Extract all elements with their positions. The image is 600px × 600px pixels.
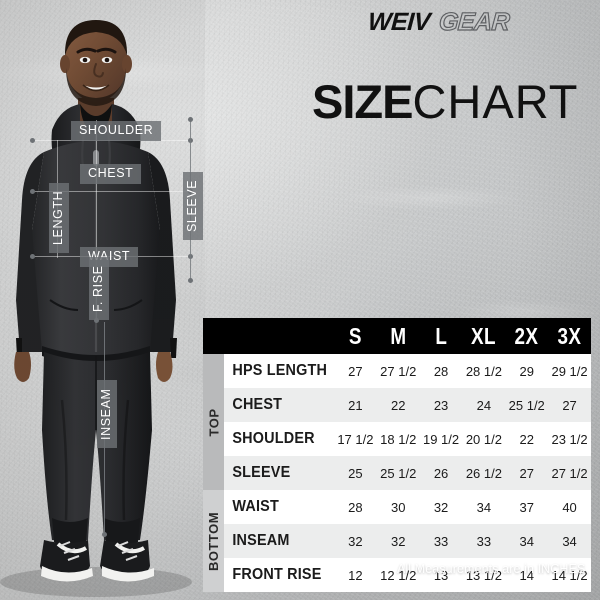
size-header-2x: 2X — [514, 322, 539, 349]
cell-chest-xl: 24 — [476, 397, 492, 413]
guide-chest-line — [32, 191, 192, 192]
cell-chest-m: 22 — [391, 397, 406, 413]
cell-waist-m: 30 — [391, 499, 406, 515]
label-chest: CHEST — [80, 164, 142, 184]
page-title-bold: SIZE — [312, 75, 413, 128]
cell-waist-2x: 37 — [519, 499, 534, 515]
table-row: WAIST 28 30 32 34 37 40 — [224, 490, 591, 524]
cell-front-rise-s: 12 — [348, 567, 363, 583]
brand-logo-gear: GEAR — [437, 7, 511, 36]
cell-chest-3x: 27 — [562, 397, 577, 413]
cell-hps-length-l: 28 — [433, 363, 449, 379]
table-row: SHOULDER 17 1/2 18 1/2 19 1/2 20 1/2 22 … — [224, 422, 591, 456]
table-body: TOP BOTTOM HPS LENGTH 27 27 1/2 28 28 1/… — [203, 354, 591, 592]
size-header-3x: 3X — [557, 322, 582, 349]
table-row: INSEAM 32 32 33 33 34 34 — [224, 524, 591, 558]
cell-sleeve-s: 25 — [348, 465, 363, 481]
cell-hps-length-s: 27 — [348, 363, 363, 379]
measurement-units-note: All Measurements are in INCHES. — [396, 562, 589, 576]
guide-waist-dot-left — [30, 254, 35, 259]
table-row: FRONT RISE 12 12 1/2 13 13 1/2 14 14 1/2 — [224, 558, 591, 592]
cell-inseam-2x: 34 — [519, 533, 534, 549]
guide-chest-dot-left — [30, 189, 35, 194]
row-label-front-rise: FRONT RISE — [232, 566, 322, 583]
page-title: SIZECHART — [312, 78, 579, 125]
row-label-shoulder: SHOULDER — [232, 430, 315, 447]
guide-shoulder-dot-left — [30, 138, 35, 143]
guide-sleeve-dot-bottom — [188, 278, 193, 283]
row-label-sleeve: SLEEVE — [232, 464, 291, 481]
cell-front-rise-l: 13 — [433, 567, 449, 583]
table-row: HPS LENGTH 27 27 1/2 28 28 1/2 29 29 1/2 — [224, 354, 591, 388]
cell-sleeve-3x: 27 1/2 — [551, 465, 588, 481]
label-sleeve: SLEEVE — [183, 171, 203, 240]
cell-inseam-xl: 33 — [476, 533, 492, 549]
cell-inseam-3x: 34 — [562, 533, 577, 549]
cell-hps-length-2x: 29 — [519, 363, 534, 379]
brand-logo: WEIV GEAR — [367, 7, 511, 37]
table-rows: HPS LENGTH 27 27 1/2 28 28 1/2 29 29 1/2… — [224, 354, 591, 592]
row-label-chest: CHEST — [232, 396, 283, 413]
cell-front-rise-2x: 14 — [519, 567, 534, 583]
guide-front-rise-dot — [94, 318, 99, 323]
cell-shoulder-l: 19 1/2 — [422, 431, 460, 447]
row-label-waist: WAIST — [232, 498, 279, 515]
cell-front-rise-3x: 14 1/2 — [551, 567, 588, 583]
cell-waist-3x: 40 — [562, 499, 577, 515]
cell-inseam-m: 32 — [391, 533, 406, 549]
cell-waist-xl: 34 — [476, 499, 492, 515]
table-header-row: S M L XL 2X 3X — [203, 318, 591, 354]
cell-sleeve-2x: 27 — [519, 465, 534, 481]
cell-hps-length-xl: 28 1/2 — [465, 363, 502, 379]
cell-front-rise-xl: 13 1/2 — [465, 567, 502, 583]
label-front-rise: F. RISE — [89, 257, 109, 320]
label-shoulder: SHOULDER — [71, 121, 162, 141]
size-header-s: S — [348, 322, 362, 349]
cell-shoulder-2x: 22 — [519, 431, 534, 447]
cell-shoulder-xl: 20 1/2 — [465, 431, 502, 447]
row-label-inseam: INSEAM — [232, 532, 290, 549]
guide-inseam-dot — [102, 532, 107, 537]
cell-inseam-l: 33 — [433, 533, 449, 549]
brand-logo-weiv: WEIV — [367, 8, 431, 36]
guide-sleeve-dot-top — [188, 117, 193, 122]
group-label-bottom: BOTTOM — [203, 490, 224, 592]
cell-waist-s: 28 — [348, 499, 363, 515]
size-header-l: L — [435, 322, 448, 349]
cell-chest-l: 23 — [433, 397, 449, 413]
size-header-m: M — [390, 322, 407, 349]
cell-waist-l: 32 — [433, 499, 449, 515]
label-inseam: INSEAM — [97, 380, 117, 448]
cell-chest-2x: 25 1/2 — [508, 397, 545, 413]
cell-sleeve-xl: 26 1/2 — [465, 465, 502, 481]
cell-front-rise-m: 12 1/2 — [380, 567, 417, 583]
row-label-hps-length: HPS LENGTH — [232, 362, 328, 379]
group-label-top-text: TOP — [206, 408, 221, 436]
cell-shoulder-3x: 23 1/2 — [551, 431, 588, 447]
size-header-xl: XL — [471, 322, 497, 349]
guide-center-line — [96, 120, 97, 280]
cell-hps-length-3x: 29 1/2 — [551, 363, 588, 379]
cell-sleeve-m: 25 1/2 — [380, 465, 417, 481]
cell-hps-length-m: 27 1/2 — [380, 363, 417, 379]
table-row: SLEEVE 25 25 1/2 26 26 1/2 27 27 1/2 — [224, 456, 591, 490]
page-title-light: CHART — [412, 75, 579, 128]
size-chart-table: S M L XL 2X 3X TOP BOTTOM HPS LENGTH 27 … — [203, 318, 591, 592]
cell-inseam-s: 32 — [348, 533, 363, 549]
cell-chest-s: 21 — [348, 397, 363, 413]
group-sidebar: TOP BOTTOM — [203, 354, 224, 592]
table-row: CHEST 21 22 23 24 25 1/2 27 — [224, 388, 591, 422]
cell-sleeve-l: 26 — [433, 465, 449, 481]
cell-shoulder-m: 18 1/2 — [380, 431, 417, 447]
cell-shoulder-s: 17 1/2 — [337, 431, 374, 447]
label-length: LENGTH — [49, 182, 69, 253]
guide-shoulder-line — [32, 140, 192, 141]
group-label-top: TOP — [203, 354, 224, 490]
